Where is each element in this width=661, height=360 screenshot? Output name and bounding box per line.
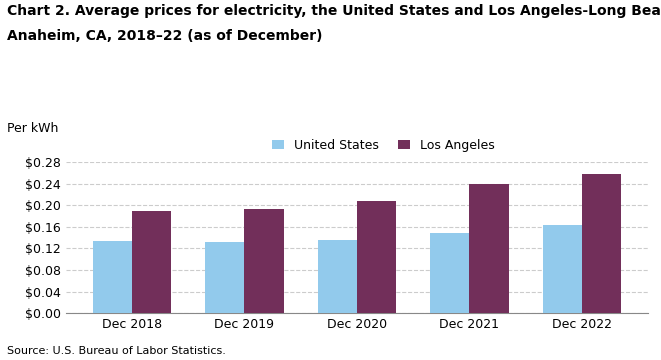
Text: Chart 2. Average prices for electricity, the United States and Los Angeles-Long : Chart 2. Average prices for electricity,…: [7, 4, 661, 18]
Bar: [469, 184, 509, 313]
Bar: [582, 174, 621, 313]
Bar: [245, 209, 284, 313]
Text: Source: U.S. Bureau of Labor Statistics.: Source: U.S. Bureau of Labor Statistics.: [7, 346, 225, 356]
Legend: United States, Los Angeles: United States, Los Angeles: [266, 134, 500, 157]
Bar: [430, 233, 469, 313]
Bar: [357, 201, 397, 313]
Text: Per kWh: Per kWh: [7, 122, 58, 135]
Bar: [132, 211, 171, 313]
Bar: [317, 240, 357, 313]
Bar: [205, 242, 245, 313]
Bar: [93, 241, 132, 313]
Bar: [543, 225, 582, 313]
Text: Anaheim, CA, 2018–22 (as of December): Anaheim, CA, 2018–22 (as of December): [7, 29, 322, 43]
